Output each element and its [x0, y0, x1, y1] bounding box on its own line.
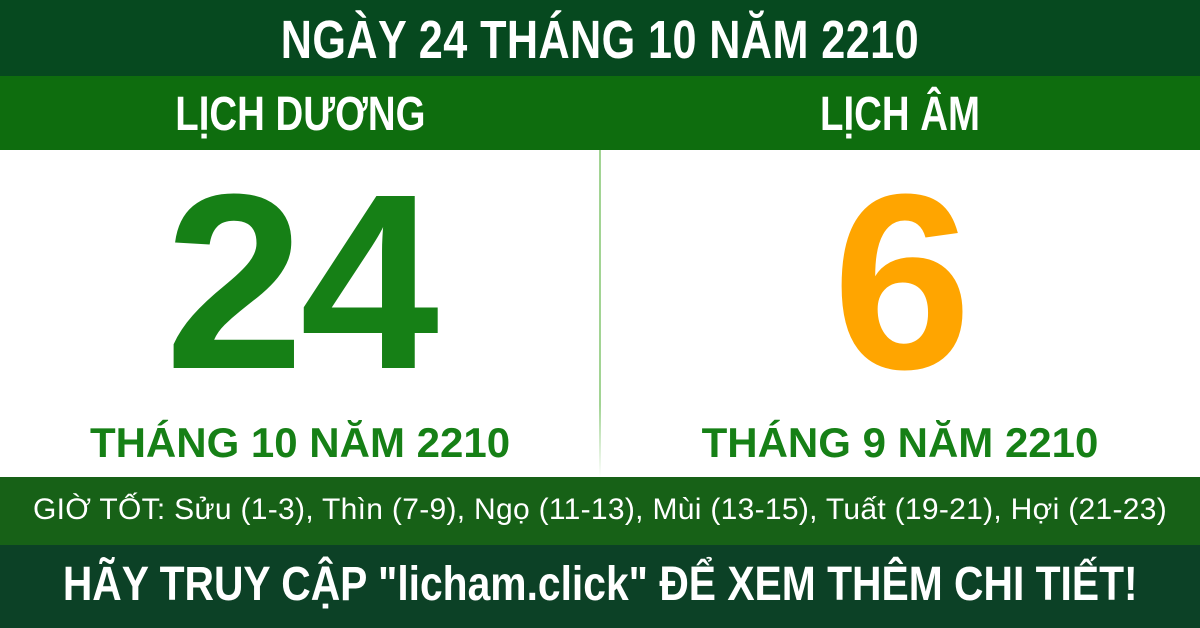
- lunar-calendar-label: LỊCH ÂM: [820, 88, 980, 141]
- solar-month-year-label: THÁNG 10 NĂM 2210: [89, 419, 511, 466]
- promo-footer: HÃY TRUY CẬP "licham.click" ĐỂ XEM THÊM …: [0, 545, 1200, 628]
- promo-text: HÃY TRUY CẬP "licham.click" ĐỂ XEM THÊM …: [62, 557, 1138, 611]
- panel-divider: [599, 150, 601, 477]
- good-hours-bar: GIỜ TỐT: Sửu (1-3), Thìn (7-9), Ngọ (11-…: [0, 477, 1200, 545]
- solar-day-number: 24: [164, 142, 439, 421]
- lunar-day-number: 6: [832, 142, 971, 421]
- solar-calendar-header: LỊCH DƯƠNG: [0, 76, 600, 150]
- lunar-month-year-label: THÁNG 9 NĂM 2210: [701, 419, 1099, 466]
- date-header: NGÀY 24 THÁNG 10 NĂM 2210: [0, 0, 1200, 76]
- good-hours-text: GIỜ TỐT: Sửu (1-3), Thìn (7-9), Ngọ (11-…: [32, 493, 1168, 526]
- date-header-title: NGÀY 24 THÁNG 10 NĂM 2210: [280, 10, 920, 70]
- calendar-body: 24 THÁNG 10 NĂM 2210 6 THÁNG 9 NĂM 2210: [0, 150, 1200, 477]
- lunar-panel: 6 THÁNG 9 NĂM 2210: [600, 150, 1200, 477]
- solar-panel: 24 THÁNG 10 NĂM 2210: [0, 150, 600, 477]
- lunar-calendar-header: LỊCH ÂM: [600, 76, 1200, 150]
- solar-calendar-label: LỊCH DƯƠNG: [174, 88, 426, 141]
- calendar-type-bar: LỊCH DƯƠNG LỊCH ÂM: [0, 76, 1200, 150]
